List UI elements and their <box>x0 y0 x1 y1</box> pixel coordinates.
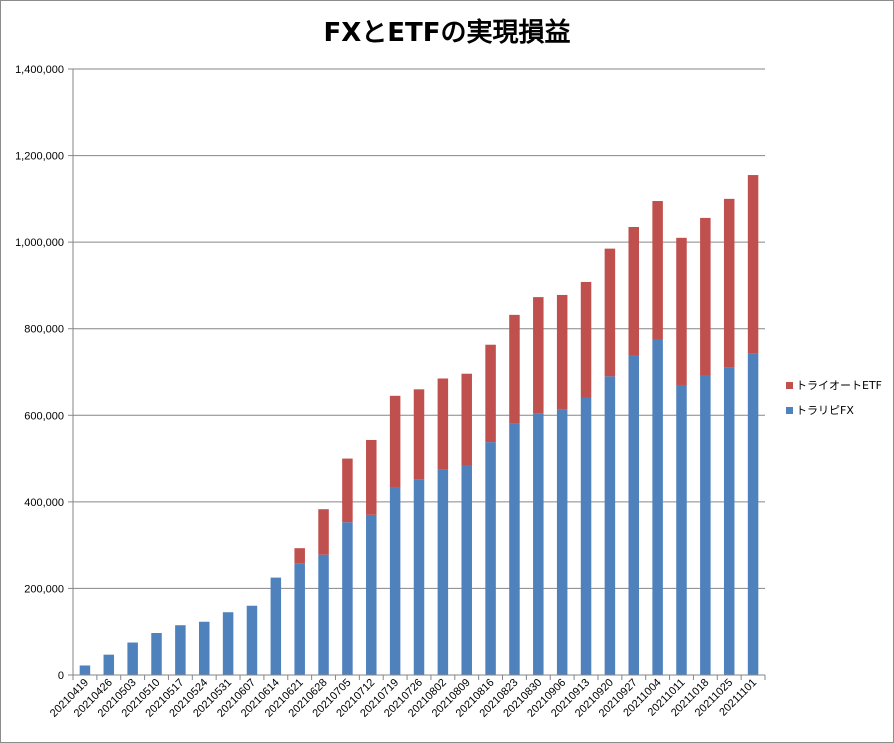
bar-etf <box>437 378 449 470</box>
legend-swatch-etf <box>786 381 793 389</box>
bar-etf <box>533 297 544 414</box>
bar-fx <box>604 376 616 675</box>
bar-fx <box>676 384 687 675</box>
legend-item-etf: トライオートETF <box>786 378 882 392</box>
legend: トライオートETF トラリピFX <box>786 378 882 428</box>
legend-label-etf: トライオートETF <box>796 379 882 392</box>
bar-etf <box>509 314 520 424</box>
bar-etf <box>556 294 568 410</box>
bar-fx <box>294 563 305 675</box>
y-tick-label: 1,400,000 <box>15 64 64 76</box>
bar-etf <box>389 395 401 488</box>
bar-etf <box>700 217 711 376</box>
bar-fx <box>127 642 138 675</box>
bar-etf <box>676 237 687 385</box>
y-tick-label: 400,000 <box>24 497 64 509</box>
y-tick-label: 200,000 <box>24 583 64 595</box>
bar-fx <box>151 633 162 675</box>
legend-swatch-fx <box>786 406 793 414</box>
bar-etf <box>342 458 353 523</box>
bar-fx <box>509 423 520 675</box>
bar-fx <box>79 665 91 675</box>
bar-fx <box>628 355 640 675</box>
y-tick-label: 600,000 <box>24 410 64 422</box>
bar-etf <box>461 373 472 466</box>
bar-etf <box>366 439 377 515</box>
y-tick-label: 0 <box>58 670 64 682</box>
bar-etf <box>318 509 329 555</box>
bar-etf <box>628 226 640 356</box>
bar-fx <box>366 514 377 675</box>
bar-fx <box>723 367 735 675</box>
legend-label-fx: トラリピFX <box>796 404 854 417</box>
bar-fx <box>246 605 258 675</box>
bar-fx <box>198 621 210 675</box>
bar-fx <box>437 469 449 675</box>
bar-etf <box>747 175 759 354</box>
bar-etf <box>294 548 305 564</box>
bar-etf <box>413 389 425 480</box>
bar-fx <box>485 442 496 675</box>
bar-fx <box>580 397 592 675</box>
y-tick-label: 800,000 <box>24 324 64 336</box>
bar-fx <box>533 413 544 675</box>
bar-fx <box>222 612 234 675</box>
bar-fx <box>700 375 711 675</box>
bar-fx <box>270 577 282 675</box>
bar-etf <box>652 201 663 340</box>
y-axis-ticks: 0 200,000 400,000 600,000 800,000 1,000,000 1,… <box>15 64 73 682</box>
bar-fx <box>413 479 425 675</box>
bar-fx <box>652 339 663 675</box>
axes <box>72 69 765 676</box>
bar-etf <box>485 344 496 443</box>
y-tick-label: 1,200,000 <box>15 151 64 163</box>
bar-fx <box>389 487 401 675</box>
bar-fx <box>103 654 115 675</box>
bar-fx <box>556 409 568 675</box>
bar-etf <box>604 248 616 377</box>
bar-etf <box>580 281 592 398</box>
bars <box>79 175 759 675</box>
bar-fx <box>318 554 329 675</box>
bar-fx <box>342 522 353 675</box>
bar-fx <box>747 353 759 675</box>
bar-fx <box>175 625 186 675</box>
bar-fx <box>461 465 472 675</box>
x-axis-ticks: 2021041920210426202105032021051020210517… <box>48 675 766 720</box>
legend-item-fx: トラリピFX <box>786 403 882 417</box>
bar-etf <box>723 198 735 368</box>
chart-title: FXとETFの実現損益 <box>323 18 571 48</box>
y-tick-label: 1,000,000 <box>15 237 64 249</box>
